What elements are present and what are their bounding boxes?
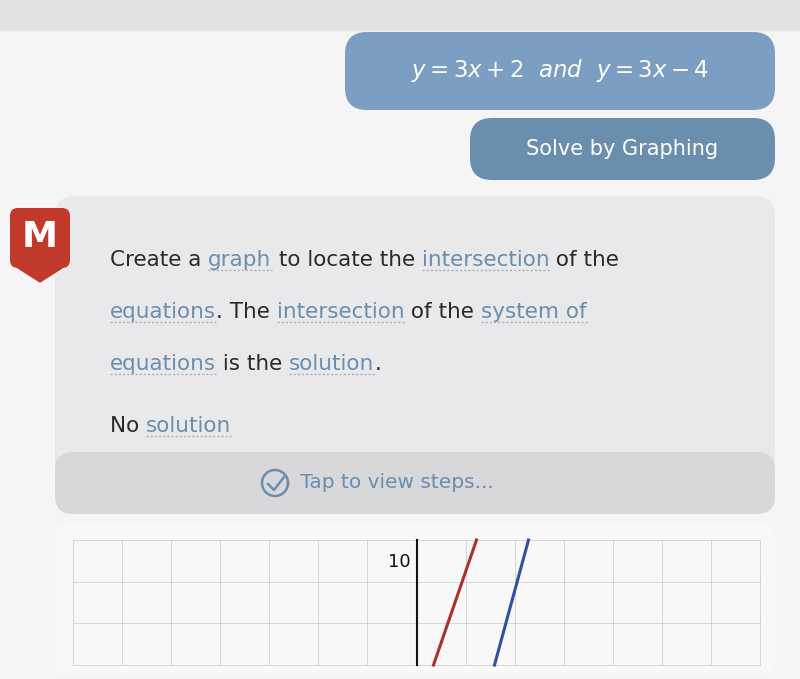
Text: Tap to view steps...: Tap to view steps... [294,473,494,492]
Text: solution: solution [146,416,231,436]
Text: is the: is the [216,354,290,374]
Text: equations: equations [110,354,216,374]
Text: . The: . The [216,302,277,322]
Text: Create a: Create a [110,250,208,270]
Text: M: M [22,220,58,254]
Text: .: . [374,354,382,374]
FancyBboxPatch shape [55,522,775,677]
Text: to locate the: to locate the [271,250,422,270]
FancyBboxPatch shape [55,452,775,514]
Text: of the: of the [405,302,482,322]
Text: graph: graph [208,250,271,270]
Text: intersection: intersection [277,302,405,322]
Text: 10: 10 [388,553,410,571]
Text: No: No [110,416,146,436]
Bar [0,0,800,30]
FancyBboxPatch shape [345,32,775,110]
Text: intersection: intersection [422,250,549,270]
FancyBboxPatch shape [55,196,775,514]
Text: of the: of the [549,250,619,270]
Text: $y = 3x + 2$  and  $y = 3x - 4$: $y = 3x + 2$ and $y = 3x - 4$ [411,58,709,84]
Text: solution: solution [290,354,374,374]
Polygon shape [18,268,62,282]
Text: equations: equations [110,302,216,322]
Text: Solve by Graphing: Solve by Graphing [526,139,718,159]
Text: system of: system of [482,302,587,322]
FancyBboxPatch shape [10,208,70,268]
FancyBboxPatch shape [470,118,775,180]
